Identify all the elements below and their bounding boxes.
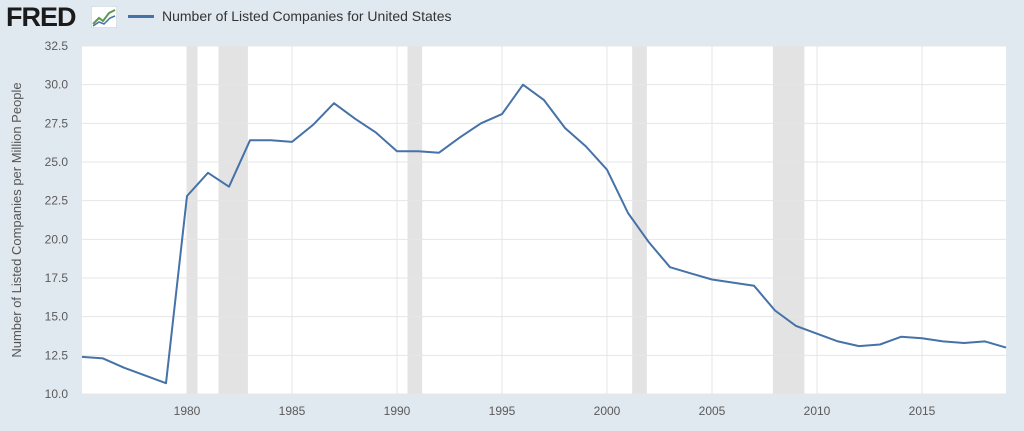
data-point bbox=[878, 343, 882, 347]
x-tick-label: 1995 bbox=[489, 404, 516, 418]
data-point bbox=[731, 281, 735, 285]
data-point bbox=[395, 149, 399, 153]
data-point bbox=[689, 271, 693, 275]
data-point bbox=[206, 171, 210, 175]
data-point bbox=[458, 135, 462, 139]
y-tick-label: 22.5 bbox=[45, 194, 69, 208]
recession-band bbox=[187, 46, 198, 394]
data-point bbox=[1004, 346, 1008, 350]
x-tick-label: 2015 bbox=[909, 404, 936, 418]
data-point bbox=[836, 339, 840, 343]
data-point bbox=[290, 140, 294, 144]
data-point bbox=[626, 211, 630, 215]
data-point bbox=[584, 145, 588, 149]
data-point bbox=[605, 168, 609, 172]
recession-band bbox=[407, 46, 423, 394]
x-tick-label: 2000 bbox=[594, 404, 621, 418]
recession-band bbox=[632, 46, 647, 394]
x-tick-label: 2005 bbox=[699, 404, 726, 418]
y-tick-label: 30.0 bbox=[45, 78, 69, 92]
data-point bbox=[248, 138, 252, 142]
x-tick-label: 1985 bbox=[279, 404, 306, 418]
data-point bbox=[710, 278, 714, 282]
data-point bbox=[227, 185, 231, 189]
fred-logo[interactable]: FRED bbox=[6, 2, 76, 32]
data-point bbox=[416, 149, 420, 153]
data-point bbox=[794, 324, 798, 328]
data-point bbox=[563, 126, 567, 130]
data-point bbox=[668, 265, 672, 269]
chart-legend[interactable]: Number of Listed Companies for United St… bbox=[128, 4, 451, 28]
y-axis-title: Number of Listed Companies per Million P… bbox=[9, 82, 24, 357]
series-line bbox=[81, 83, 1007, 385]
data-point bbox=[941, 339, 945, 343]
data-point bbox=[437, 151, 441, 155]
data-point bbox=[374, 131, 378, 135]
data-point bbox=[857, 344, 861, 348]
data-point bbox=[80, 355, 84, 359]
y-tick-label: 10.0 bbox=[45, 387, 69, 401]
data-point bbox=[353, 117, 357, 121]
data-point bbox=[122, 366, 126, 370]
data-point bbox=[815, 332, 819, 336]
y-tick-label: 20.0 bbox=[45, 232, 69, 246]
data-point bbox=[983, 339, 987, 343]
x-tick-label: 1980 bbox=[174, 404, 201, 418]
y-tick-label: 17.5 bbox=[45, 271, 69, 285]
legend-line-swatch bbox=[128, 14, 154, 18]
x-tick-label: 2010 bbox=[804, 404, 831, 418]
data-point bbox=[479, 121, 483, 125]
data-point bbox=[752, 284, 756, 288]
data-point bbox=[101, 356, 105, 360]
chart-header: FRED Number of Listed Companies for Unit… bbox=[0, 0, 1024, 34]
data-point bbox=[311, 123, 315, 127]
data-point bbox=[164, 381, 168, 385]
recession-band bbox=[772, 46, 805, 394]
data-point bbox=[269, 138, 273, 142]
y-tick-label: 32.5 bbox=[45, 39, 69, 53]
y-tick-label: 27.5 bbox=[45, 116, 69, 130]
y-tick-label: 15.0 bbox=[45, 310, 69, 324]
x-tick-label: 1990 bbox=[384, 404, 411, 418]
data-point bbox=[143, 373, 147, 377]
data-point bbox=[647, 240, 651, 244]
data-point bbox=[500, 112, 504, 116]
data-point bbox=[521, 83, 525, 87]
data-point bbox=[773, 308, 777, 312]
data-point bbox=[899, 335, 903, 339]
data-point bbox=[332, 101, 336, 105]
data-point bbox=[185, 194, 189, 198]
data-point bbox=[920, 336, 924, 340]
y-tick-label: 25.0 bbox=[45, 155, 69, 169]
fred-logo-chart-icon bbox=[91, 6, 117, 28]
data-point bbox=[542, 98, 546, 102]
recession-band bbox=[218, 46, 248, 394]
y-tick-label: 12.5 bbox=[45, 348, 69, 362]
legend-series-label: Number of Listed Companies for United St… bbox=[162, 8, 452, 24]
data-point bbox=[962, 341, 966, 345]
